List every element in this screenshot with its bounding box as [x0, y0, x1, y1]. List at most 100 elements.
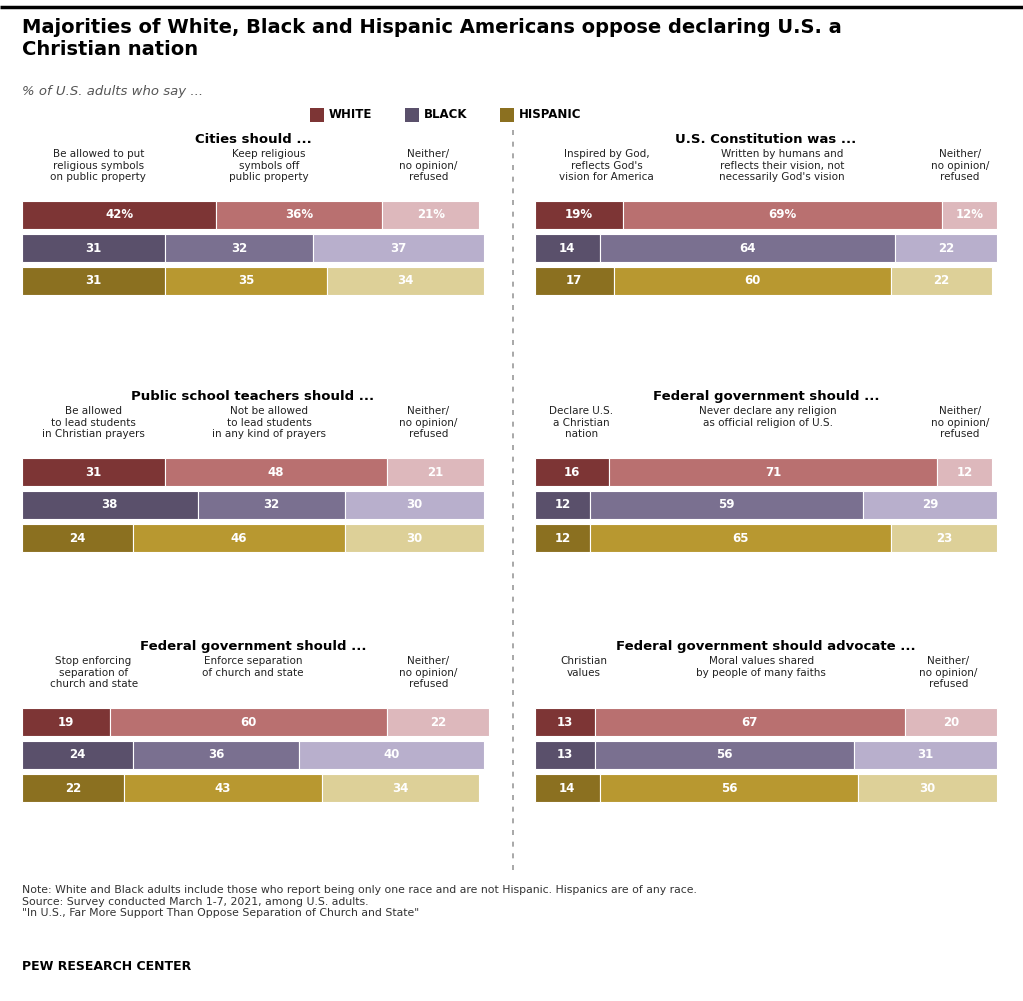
Text: 21: 21: [428, 465, 444, 478]
Text: BLACK: BLACK: [424, 108, 468, 121]
Text: 31: 31: [918, 749, 934, 762]
Bar: [854, 741, 997, 769]
Text: 29: 29: [922, 498, 938, 512]
Bar: [863, 491, 997, 519]
Text: 23: 23: [936, 532, 952, 545]
Text: 12%: 12%: [955, 208, 983, 221]
Bar: [346, 491, 484, 519]
Bar: [23, 458, 166, 486]
Bar: [327, 267, 484, 295]
Text: 65: 65: [732, 532, 749, 545]
Text: 60: 60: [240, 716, 257, 729]
Text: Stop enforcing
separation of
church and state: Stop enforcing separation of church and …: [49, 656, 138, 690]
Text: 13: 13: [557, 716, 573, 729]
Bar: [535, 234, 599, 262]
Text: 22: 22: [933, 274, 949, 287]
Text: Moral values shared
by people of many faiths: Moral values shared by people of many fa…: [697, 656, 827, 678]
Text: Public school teachers should ...: Public school teachers should ...: [131, 390, 374, 403]
Text: Neither/
no opinion/
refused: Neither/ no opinion/ refused: [399, 406, 457, 439]
Text: 30: 30: [406, 498, 422, 512]
Bar: [590, 524, 891, 552]
Text: 43: 43: [215, 782, 231, 795]
Text: 32: 32: [263, 498, 279, 512]
Bar: [23, 774, 124, 802]
Text: PEW RESEARCH CENTER: PEW RESEARCH CENTER: [23, 960, 191, 973]
Bar: [535, 201, 623, 229]
Text: 40: 40: [384, 749, 400, 762]
Text: 14: 14: [560, 782, 576, 795]
Bar: [124, 774, 322, 802]
Text: HISPANIC: HISPANIC: [519, 108, 581, 121]
Bar: [197, 491, 346, 519]
Text: 12: 12: [554, 532, 571, 545]
Text: 24: 24: [70, 749, 86, 762]
Bar: [599, 774, 858, 802]
Text: 67: 67: [742, 716, 758, 729]
Text: 14: 14: [560, 241, 576, 254]
Text: 34: 34: [393, 782, 409, 795]
Bar: [500, 108, 514, 122]
Bar: [535, 741, 595, 769]
Bar: [23, 741, 133, 769]
Bar: [599, 234, 895, 262]
Bar: [614, 267, 891, 295]
Bar: [891, 524, 997, 552]
Text: 30: 30: [406, 532, 422, 545]
Bar: [535, 491, 590, 519]
Text: 37: 37: [391, 241, 407, 254]
Text: Be allowed to put
religious symbols
on public property: Be allowed to put religious symbols on p…: [50, 149, 146, 182]
Text: 34: 34: [397, 274, 413, 287]
Text: 31: 31: [86, 241, 101, 254]
Text: 22: 22: [938, 241, 954, 254]
Text: Keep religious
symbols off
public property: Keep religious symbols off public proper…: [229, 149, 309, 182]
Bar: [609, 458, 937, 486]
Text: 64: 64: [740, 241, 756, 254]
Text: WHITE: WHITE: [329, 108, 372, 121]
Bar: [133, 524, 346, 552]
Text: Federal government should ...: Federal government should ...: [653, 390, 879, 403]
Bar: [535, 267, 614, 295]
Text: 31: 31: [86, 274, 101, 287]
Text: Never declare any religion
as official religion of U.S.: Never declare any religion as official r…: [700, 406, 837, 427]
Text: Written by humans and
reflects their vision, not
necessarily God's vision: Written by humans and reflects their vis…: [719, 149, 845, 182]
Bar: [310, 108, 324, 122]
Text: Cities should ...: Cities should ...: [194, 133, 311, 146]
Bar: [166, 458, 387, 486]
Bar: [535, 458, 609, 486]
Bar: [23, 267, 166, 295]
Text: 31: 31: [86, 465, 101, 478]
Text: 20: 20: [942, 716, 959, 729]
Text: 56: 56: [721, 782, 738, 795]
Bar: [299, 741, 484, 769]
Text: U.S. Constitution was ...: U.S. Constitution was ...: [675, 133, 856, 146]
Bar: [23, 524, 133, 552]
Text: % of U.S. adults who say ...: % of U.S. adults who say ...: [23, 85, 204, 98]
Bar: [895, 234, 997, 262]
Text: 71: 71: [765, 465, 781, 478]
Bar: [346, 524, 484, 552]
Bar: [133, 741, 299, 769]
Text: 35: 35: [238, 274, 255, 287]
Bar: [387, 708, 489, 736]
Text: Be allowed
to lead students
in Christian prayers: Be allowed to lead students in Christian…: [42, 406, 145, 439]
Text: 12: 12: [957, 465, 973, 478]
Bar: [23, 491, 197, 519]
Text: Not be allowed
to lead students
in any kind of prayers: Not be allowed to lead students in any k…: [212, 406, 326, 439]
Text: Declare U.S.
a Christian
nation: Declare U.S. a Christian nation: [549, 406, 613, 439]
Bar: [937, 458, 992, 486]
Text: 59: 59: [718, 498, 735, 512]
Text: 69%: 69%: [768, 208, 796, 221]
Text: 46: 46: [231, 532, 248, 545]
Bar: [858, 774, 997, 802]
Bar: [387, 458, 484, 486]
Text: Note: White and Black adults include those who report being only one race and ar: Note: White and Black adults include tho…: [23, 885, 697, 918]
Text: 19%: 19%: [565, 208, 593, 221]
Bar: [535, 524, 590, 552]
Bar: [109, 708, 387, 736]
Text: Neither/
no opinion/
refused: Neither/ no opinion/ refused: [931, 149, 989, 182]
Text: Inspired by God,
reflects God's
vision for America: Inspired by God, reflects God's vision f…: [560, 149, 654, 182]
Bar: [322, 774, 480, 802]
Bar: [23, 201, 216, 229]
Bar: [535, 708, 595, 736]
Bar: [313, 234, 484, 262]
